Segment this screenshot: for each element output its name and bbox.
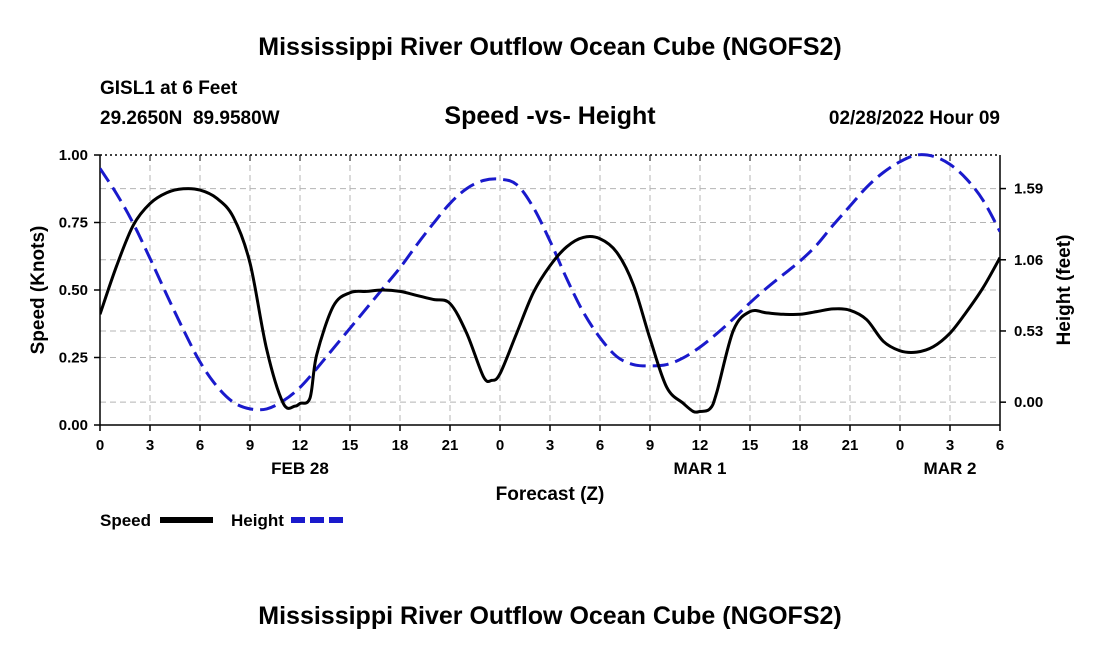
y2-axis-label: Height (feet) — [1054, 235, 1075, 346]
plot-area: 0 3 6 9 12 15 18 21 0 3 6 9 12 15 18 21 0 3 6 FEB 28 MAR 1 MA… — [59, 147, 1043, 478]
x-tick-label: 6 — [996, 437, 1004, 454]
x-tick-label: 9 — [246, 437, 254, 454]
height-series-line — [100, 153, 1000, 412]
y-tick-label: 0.50 — [59, 282, 88, 299]
y2-tick-label: 1.59 — [1014, 181, 1043, 198]
x-tick-label: 3 — [546, 437, 554, 454]
x-tick-label: 0 — [96, 437, 104, 454]
y2-tick-label: 0.53 — [1014, 323, 1043, 340]
x-tick-label: 3 — [146, 437, 154, 454]
x-tick-label: 15 — [342, 437, 359, 454]
chart-subtitle: Speed -vs- Height — [444, 102, 656, 130]
x-tick-label: 0 — [496, 437, 504, 454]
y2-tick-label: 0.00 — [1014, 394, 1043, 411]
x-axis-label: Forecast (Z) — [496, 484, 605, 505]
y-tick-label: 0.75 — [59, 215, 88, 232]
y2-tick-label: 1.06 — [1014, 252, 1043, 269]
x-tick-label: 6 — [196, 437, 204, 454]
x-tick-label: 3 — [946, 437, 954, 454]
legend-speed-label: Speed — [100, 511, 151, 530]
coordinates-label: 29.2650N 89.9580W — [100, 108, 280, 129]
x-tick-label: 6 — [596, 437, 604, 454]
y-tick-label: 0.00 — [59, 417, 88, 434]
footer-title: Mississippi River Outflow Ocean Cube (NG… — [258, 602, 841, 630]
x-tick-label: 21 — [442, 437, 459, 454]
x-tick-label: 9 — [646, 437, 654, 454]
x-tick-label: 21 — [842, 437, 859, 454]
x-tick-label: 15 — [742, 437, 759, 454]
y-tick-label: 0.25 — [59, 350, 88, 367]
x-tick-label: 18 — [792, 437, 809, 454]
legend: Speed Height — [100, 511, 344, 530]
station-label: GISL1 at 6 Feet — [100, 78, 238, 99]
x-date-label: MAR 2 — [924, 459, 977, 478]
y-tick-label: 1.00 — [59, 147, 88, 164]
main-title: Mississippi River Outflow Ocean Cube (NG… — [258, 33, 841, 61]
speed-series-line — [100, 187, 1000, 414]
forecast-datetime: 02/28/2022 Hour 09 — [829, 108, 1000, 129]
x-date-label: FEB 28 — [271, 459, 329, 478]
x-tick-label: 12 — [292, 437, 309, 454]
y-axis-label: Speed (Knots) — [28, 226, 49, 355]
legend-height-label: Height — [231, 511, 284, 530]
x-date-label: MAR 1 — [674, 459, 727, 478]
x-tick-label: 18 — [392, 437, 409, 454]
x-tick-label: 12 — [692, 437, 709, 454]
x-tick-label: 0 — [896, 437, 904, 454]
